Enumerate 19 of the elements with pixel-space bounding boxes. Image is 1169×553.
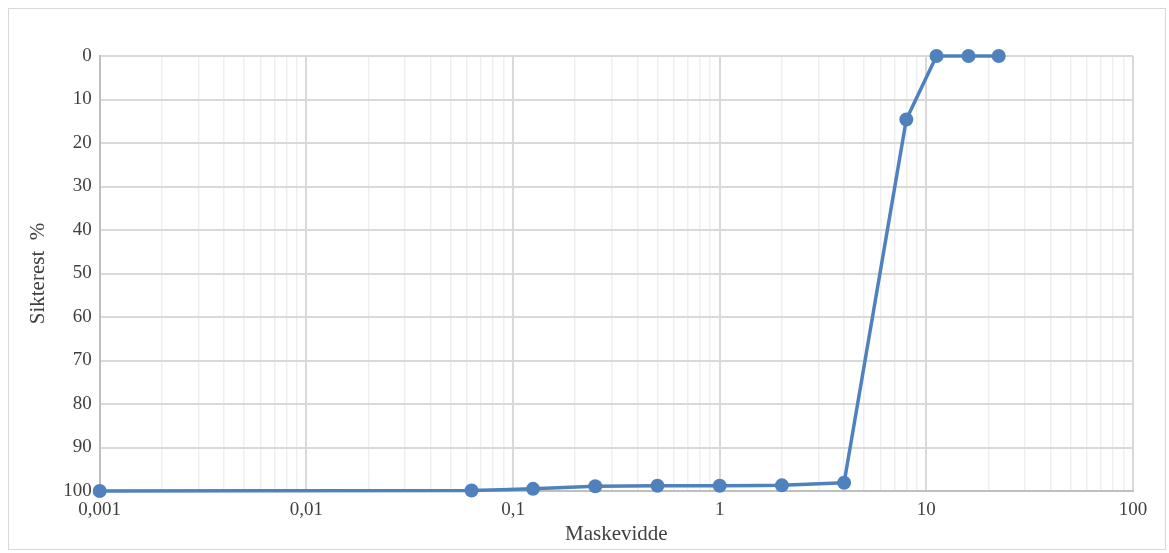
y-tick-label: 90 xyxy=(72,435,92,457)
y-tick-label: 10 xyxy=(72,87,92,109)
x-tick-label: 0,1 xyxy=(501,498,525,520)
y-tick-label: 0 xyxy=(82,43,92,65)
y-tick-label: 50 xyxy=(72,261,92,283)
x-tick-label: 1 xyxy=(714,498,725,520)
y-tick-label: 70 xyxy=(72,348,92,370)
y-axis-title: Sikterest % xyxy=(25,222,50,325)
y-tick-label: 20 xyxy=(72,130,92,152)
y-tick-label: 60 xyxy=(72,304,92,326)
y-tick-label: 40 xyxy=(72,217,92,239)
x-tick-label: 10 xyxy=(916,498,936,520)
y-tick-label: 30 xyxy=(72,174,92,196)
y-tick-label: 80 xyxy=(72,391,92,413)
x-axis-title: Maskevidde xyxy=(565,520,668,545)
x-tick-label: 100 xyxy=(1118,498,1148,520)
x-tick-label: 0,01 xyxy=(289,498,323,520)
x-tick-label: 0,001 xyxy=(78,498,122,520)
y-tick-label: 100 xyxy=(63,478,92,500)
